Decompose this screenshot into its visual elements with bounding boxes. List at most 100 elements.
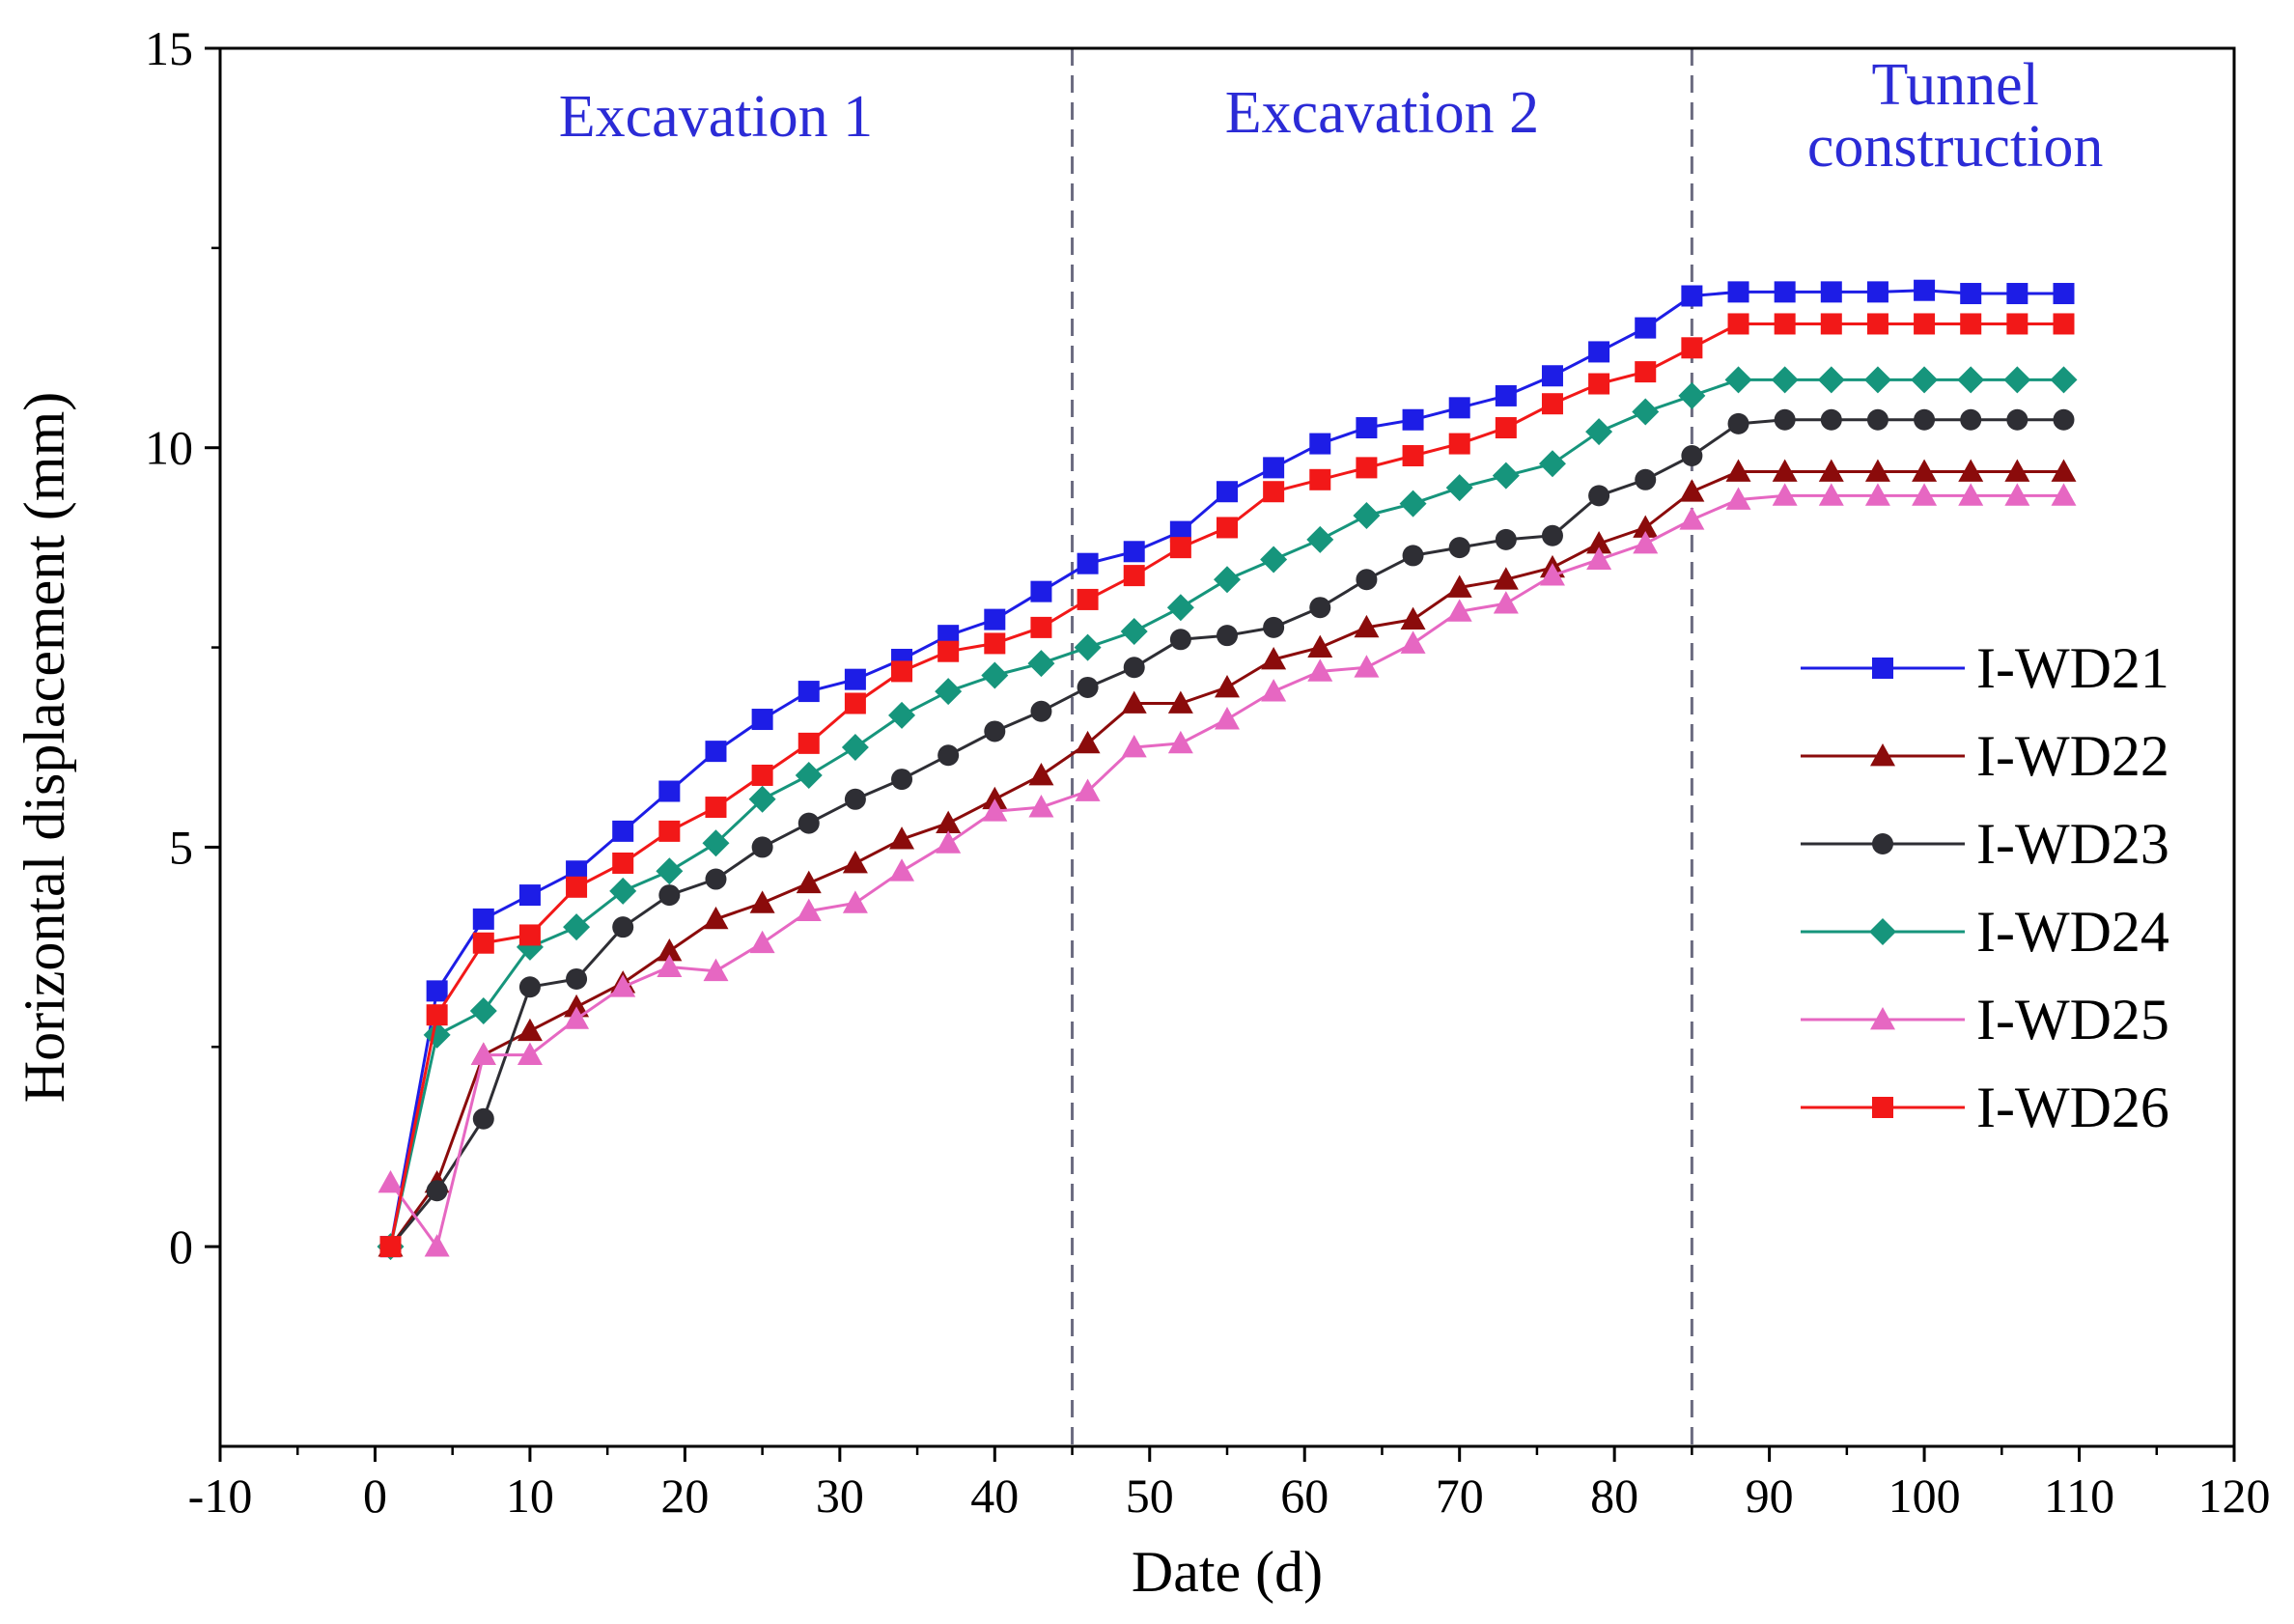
data-point bbox=[1214, 566, 1241, 594]
data-point bbox=[935, 678, 963, 706]
series-I-WD26 bbox=[379, 313, 2075, 1258]
data-point bbox=[1539, 563, 1565, 586]
data-point bbox=[2004, 483, 2030, 506]
data-point bbox=[1263, 457, 1285, 479]
data-point bbox=[1075, 778, 1101, 801]
x-tick-label: 30 bbox=[816, 1469, 864, 1523]
data-point bbox=[797, 681, 820, 703]
data-point bbox=[984, 720, 1006, 742]
phase-label-1: Excavation 1 bbox=[559, 84, 873, 150]
data-point bbox=[797, 732, 820, 754]
data-point bbox=[1914, 408, 1936, 431]
data-point bbox=[1820, 408, 1842, 431]
data-point bbox=[2053, 313, 2075, 335]
data-point bbox=[564, 1006, 590, 1029]
data-point bbox=[379, 1236, 402, 1258]
series-line-I-WD24 bbox=[389, 378, 2064, 1247]
data-point bbox=[889, 858, 915, 882]
data-point bbox=[1215, 707, 1240, 730]
data-point bbox=[1864, 459, 1890, 482]
data-point bbox=[1772, 459, 1798, 482]
data-point bbox=[1820, 313, 1842, 335]
data-point bbox=[1679, 507, 1705, 530]
x-tick-label: 50 bbox=[1126, 1469, 1174, 1523]
boundary-layer bbox=[1071, 48, 1693, 1446]
data-point bbox=[1307, 658, 1333, 682]
series-layer bbox=[377, 279, 2078, 1261]
data-point bbox=[751, 764, 773, 786]
data-point bbox=[751, 709, 773, 731]
data-point bbox=[1912, 459, 1938, 482]
data-point bbox=[1123, 541, 1145, 563]
data-point bbox=[888, 701, 916, 729]
axis-layer: -10 0 10 20 30 40 50 60 70 80 90 100 110 120 0 5 10 15 bbox=[145, 21, 2271, 1523]
data-point bbox=[1863, 366, 1891, 394]
data-point bbox=[748, 785, 776, 813]
data-point bbox=[1356, 569, 1378, 591]
data-point bbox=[517, 1042, 543, 1065]
data-point bbox=[472, 932, 494, 954]
plot-frame bbox=[218, 46, 2236, 1448]
legend-item-I-WD25: I-WD25 bbox=[1801, 988, 2169, 1051]
data-point bbox=[1586, 546, 1612, 570]
data-point bbox=[1633, 531, 1659, 554]
data-point bbox=[1446, 599, 1472, 622]
data-point bbox=[1541, 393, 1563, 415]
data-point bbox=[705, 741, 727, 763]
data-point bbox=[469, 997, 497, 1025]
data-point bbox=[842, 890, 868, 913]
data-point bbox=[1960, 408, 1982, 431]
x-tick-label: 60 bbox=[1280, 1469, 1329, 1523]
data-point bbox=[1866, 281, 1888, 303]
data-point bbox=[610, 974, 636, 997]
x-tick-label: 100 bbox=[1888, 1469, 1961, 1523]
data-point bbox=[472, 1107, 494, 1130]
data-point bbox=[889, 826, 915, 850]
series-line-I-WD23 bbox=[389, 418, 2064, 1248]
data-point bbox=[1588, 373, 1610, 395]
data-point bbox=[1030, 580, 1052, 602]
data-point bbox=[2051, 483, 2077, 506]
data-point bbox=[1306, 525, 1334, 553]
data-point bbox=[1681, 444, 1703, 466]
data-point bbox=[1027, 650, 1055, 678]
y-tick-label: 10 bbox=[145, 421, 193, 475]
data-point bbox=[1448, 537, 1470, 559]
data-point bbox=[891, 769, 913, 791]
data-point bbox=[1074, 633, 1102, 661]
data-point bbox=[1727, 412, 1749, 434]
data-point bbox=[1075, 730, 1101, 754]
phase-label-line: construction bbox=[1807, 114, 2104, 180]
data-point bbox=[1123, 657, 1145, 679]
data-point bbox=[982, 798, 1008, 822]
y-tick-label: 0 bbox=[169, 1219, 193, 1274]
y-tick-label: 15 bbox=[145, 21, 193, 75]
data-point bbox=[564, 994, 590, 1018]
data-point bbox=[612, 916, 634, 938]
data-point bbox=[1217, 481, 1238, 503]
data-point bbox=[1914, 279, 1936, 301]
x-tick-label: 40 bbox=[970, 1469, 1019, 1523]
legend-marker bbox=[1870, 743, 1895, 767]
data-point bbox=[1911, 366, 1939, 394]
legend-marker bbox=[1872, 658, 1893, 679]
data-point bbox=[566, 860, 588, 882]
data-point bbox=[1588, 341, 1610, 363]
data-point bbox=[1912, 483, 1938, 506]
x-tick-label: 120 bbox=[2198, 1469, 2271, 1523]
data-point bbox=[1353, 502, 1381, 530]
legend-label: I-WD25 bbox=[1976, 988, 2169, 1051]
data-point bbox=[1774, 281, 1796, 303]
data-point bbox=[1864, 483, 1890, 506]
data-point bbox=[1169, 520, 1191, 543]
data-point bbox=[1586, 531, 1612, 554]
data-point bbox=[470, 1042, 496, 1065]
data-point bbox=[982, 786, 1008, 810]
data-point bbox=[749, 890, 775, 913]
data-point bbox=[1679, 479, 1705, 502]
data-point bbox=[1309, 468, 1331, 490]
legend-item-I-WD21: I-WD21 bbox=[1801, 636, 2169, 700]
phase-label-line: Excavation 1 bbox=[559, 84, 873, 150]
data-point bbox=[1538, 450, 1566, 478]
data-point bbox=[658, 820, 681, 842]
